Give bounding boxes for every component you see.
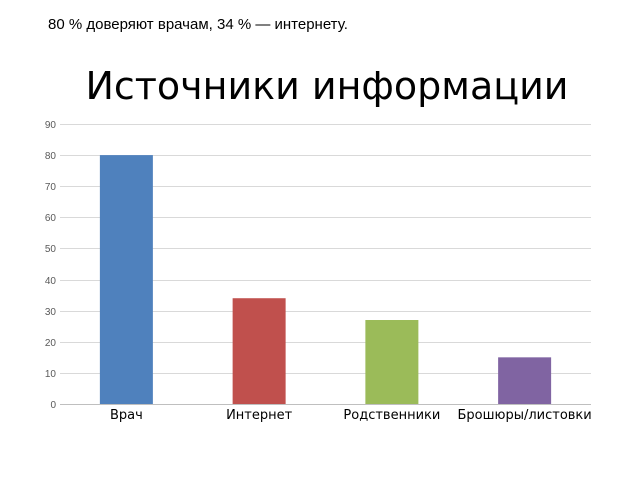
y-tick-label: 90 — [45, 120, 57, 131]
x-tick-label: Врач — [110, 408, 143, 423]
y-tick-label: 60 — [45, 213, 57, 224]
y-tick-label: 30 — [45, 307, 57, 318]
y-tick-label: 20 — [45, 338, 57, 349]
bars — [99, 155, 552, 404]
bar — [365, 320, 419, 404]
y-tick-label: 0 — [50, 400, 56, 411]
chart-title: Источники информации — [85, 64, 568, 108]
caption-text: 80 % доверяют врачам, 34 % — интернету. — [48, 16, 348, 33]
y-tick-label: 10 — [45, 369, 57, 380]
bar — [99, 155, 153, 404]
bar — [232, 298, 286, 404]
bar — [498, 357, 552, 404]
y-tick-label: 50 — [45, 244, 57, 255]
x-tick-label: Родственники — [343, 408, 440, 423]
y-tick-label: 70 — [45, 182, 57, 193]
y-tick-label: 40 — [45, 276, 57, 287]
y-axis: 0 10 20 30 40 50 60 70 80 90 — [45, 120, 57, 411]
y-tick-label: 80 — [45, 151, 57, 162]
x-axis: Врач Интернет Родственники Брошюры/листовки — [110, 408, 592, 423]
x-tick-label: Интернет — [226, 408, 293, 423]
x-tick-label: Брошюры/листовки — [457, 408, 591, 423]
